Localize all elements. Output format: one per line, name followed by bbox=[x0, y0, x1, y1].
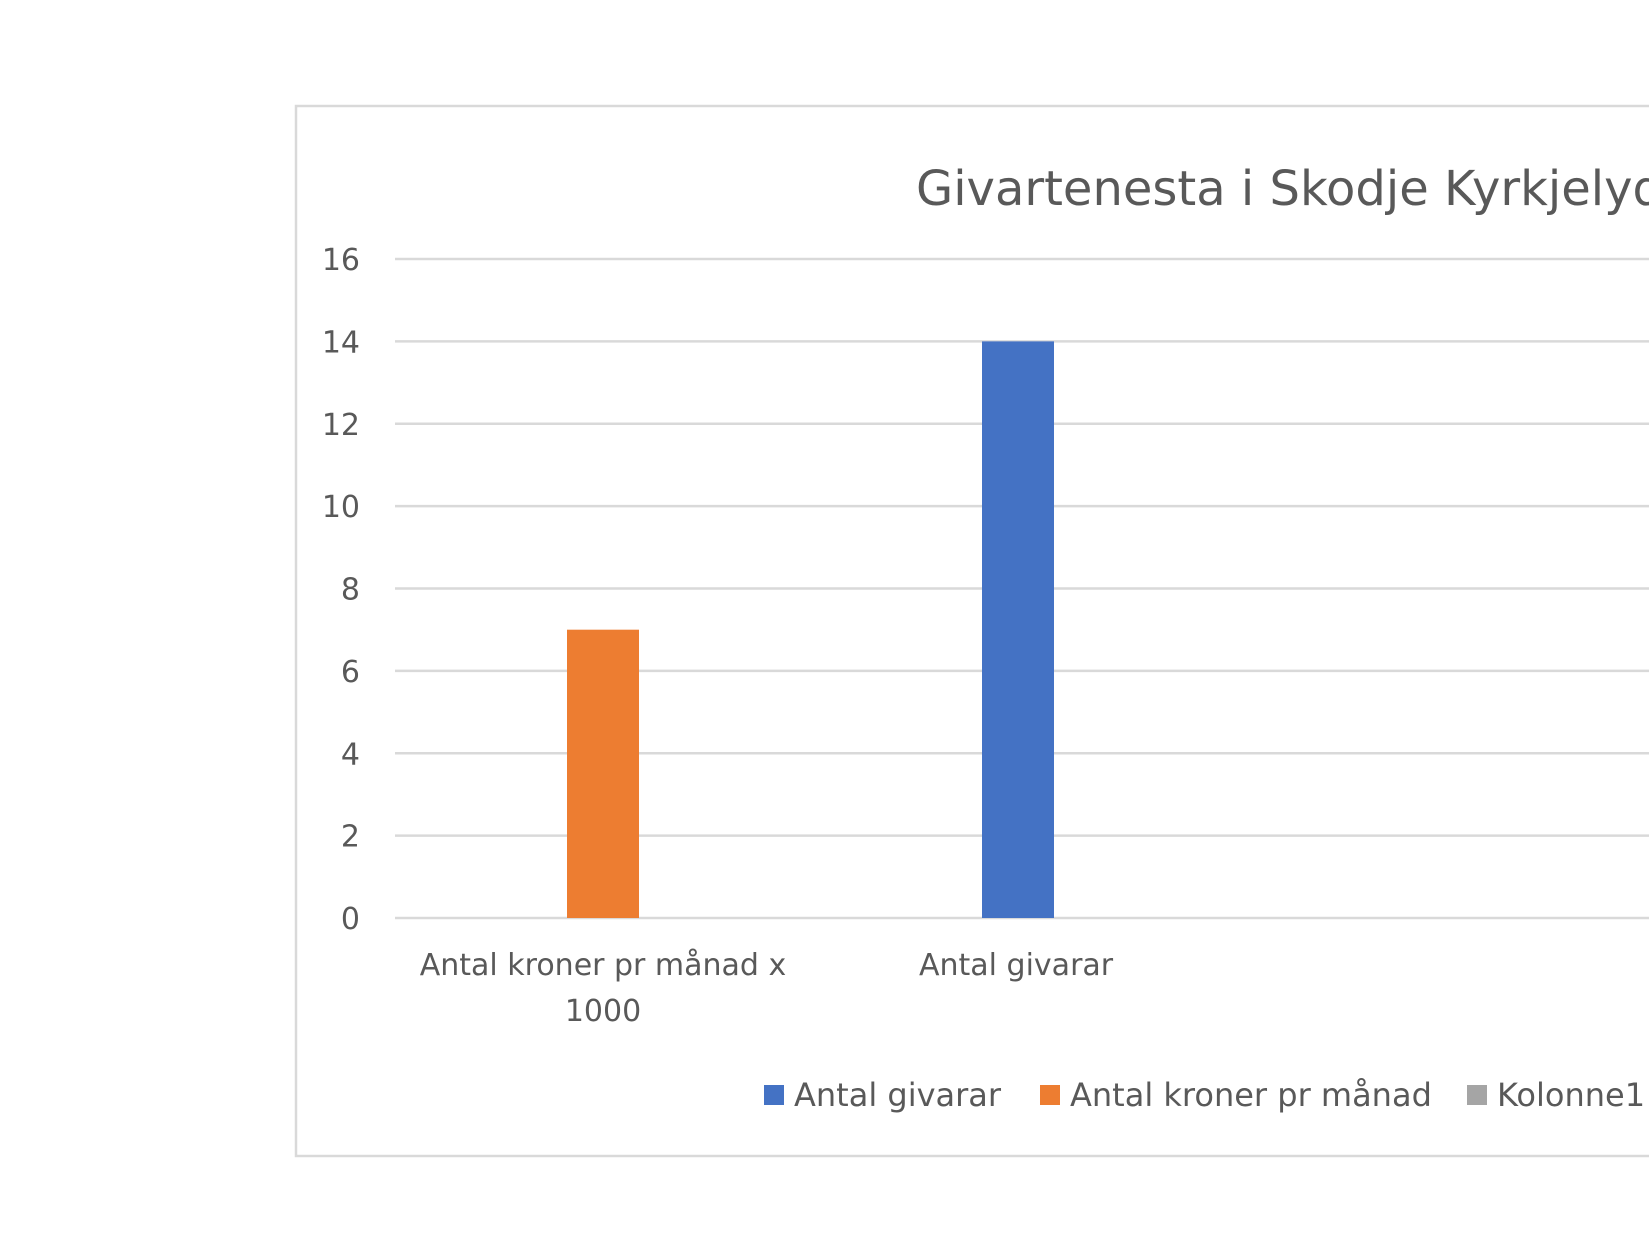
y-tick-label: 8 bbox=[341, 573, 360, 608]
bars bbox=[567, 341, 1054, 918]
x-category-label: Antal givarar bbox=[919, 948, 1114, 983]
bar bbox=[567, 629, 639, 918]
chart-title: Givartenesta i Skodje Kyrkjelyd bbox=[916, 161, 1649, 217]
y-tick-label: 16 bbox=[322, 243, 360, 278]
y-tick-label: 2 bbox=[341, 820, 360, 855]
bar bbox=[982, 341, 1054, 918]
y-tick-label: 14 bbox=[322, 325, 360, 360]
y-tick-label: 0 bbox=[341, 902, 360, 937]
legend-item: Antal kroner pr månad bbox=[1040, 1076, 1432, 1114]
legend-label: Antal kroner pr månad bbox=[1070, 1076, 1432, 1114]
y-axis-ticks: 0 2 4 6 8 10 12 14 16 bbox=[322, 243, 360, 937]
x-category-label: Antal kroner pr månad x 1000 bbox=[420, 948, 787, 1029]
legend-item: Antal givarar bbox=[764, 1076, 1002, 1114]
legend-label: Antal givarar bbox=[794, 1076, 1002, 1114]
y-tick-label: 4 bbox=[341, 737, 360, 772]
legend-swatch bbox=[764, 1085, 784, 1105]
legend: Antal givarar Antal kroner pr månad Kolonn… bbox=[764, 1076, 1645, 1114]
legend-swatch bbox=[1040, 1085, 1060, 1105]
y-tick-label: 10 bbox=[322, 490, 360, 525]
chart-frame bbox=[294, 104, 1649, 1158]
legend-item: Kolonne1 bbox=[1467, 1076, 1645, 1114]
legend-label: Kolonne1 bbox=[1497, 1076, 1645, 1114]
x-axis-categories: Antal kroner pr månad x 1000 Antal givarar bbox=[420, 948, 1114, 1029]
y-tick-label: 12 bbox=[322, 408, 360, 443]
legend-swatch bbox=[1467, 1085, 1487, 1105]
y-tick-label: 6 bbox=[341, 655, 360, 690]
